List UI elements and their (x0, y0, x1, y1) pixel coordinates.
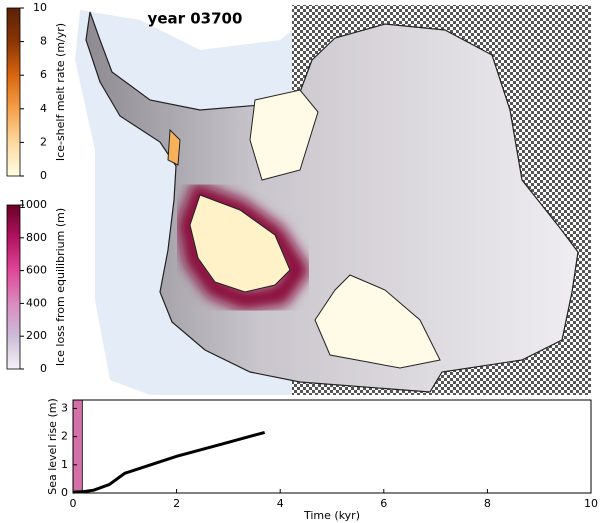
y-tick-label: 3 (61, 401, 68, 414)
x-tick-label: 8 (484, 497, 491, 510)
colorbar-tick-label: 600 (26, 264, 47, 277)
x-tick-label: 4 (277, 497, 284, 510)
x-tick-label: 0 (70, 497, 77, 510)
colorbar (6, 7, 21, 177)
colorbar-tick-label: 0 (40, 362, 47, 375)
colorbar-tick-label: 8 (40, 35, 47, 48)
colorbar-label: Ice loss from equilibrium (m) (54, 208, 67, 366)
ice-shelf (189, 194, 291, 293)
ice-shelf (249, 89, 319, 181)
x-tick-label: 2 (173, 497, 180, 510)
map (73, 5, 591, 395)
y-tick-label: 1 (61, 458, 68, 471)
y-tick-label: 0 (61, 486, 68, 499)
colorbar-tick-label: 4 (40, 102, 47, 115)
colorbar (6, 204, 21, 370)
plot-area (73, 400, 591, 493)
colorbar-tick-label: 6 (40, 68, 47, 81)
map-title: year 03700 (148, 10, 243, 28)
ice-shelf (167, 128, 181, 166)
colorbar-tick-label: 200 (26, 329, 47, 342)
y-tick-label: 2 (61, 430, 68, 443)
x-tick-label: 6 (380, 497, 387, 510)
colorbar-tick-label: 0 (40, 169, 47, 182)
colorbar-tick-label: 1000 (19, 198, 47, 211)
x-axis-label: Time (kyr) (303, 509, 360, 522)
ice-shelf (314, 274, 441, 369)
y-axis-label: Sea level rise (m) (46, 398, 59, 495)
colorbar-tick-label: 800 (26, 231, 47, 244)
time-span (72, 399, 83, 494)
plot-frame (72, 399, 592, 494)
sea-level-line (72, 430, 266, 494)
colorbar-tick-label: 10 (33, 1, 47, 14)
colorbar-tick-label: 2 (40, 135, 47, 148)
colorbar-tick-label: 400 (26, 296, 47, 309)
x-tick-label: 10 (584, 497, 598, 510)
colorbar-label: Ice-shelf melt rate (m/yr) (54, 23, 67, 161)
